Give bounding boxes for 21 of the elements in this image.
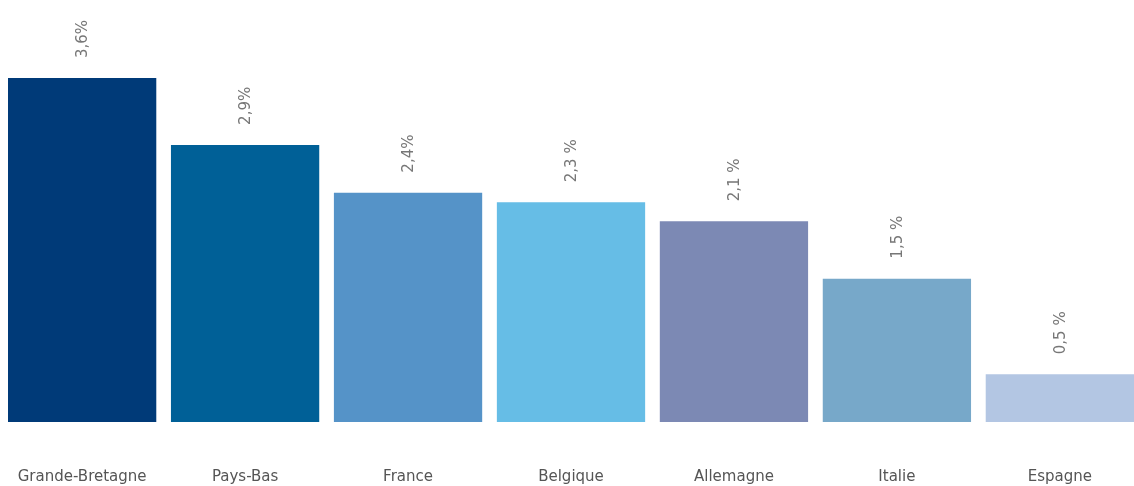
bar (822, 278, 972, 422)
data-label: 2,4% (399, 134, 418, 173)
bar (333, 192, 483, 422)
bar (8, 78, 157, 422)
x-tick-label: Espagne (1027, 466, 1092, 485)
x-tick-label: Belgique (538, 466, 604, 485)
x-tick-label: Grande-Bretagne (17, 466, 147, 485)
x-tick-label: Pays-Bas (211, 466, 279, 485)
x-tick-label: France (383, 466, 433, 485)
x-tick-label: Italie (878, 466, 916, 485)
x-tick-label: Allemagne (694, 466, 774, 485)
data-label: 0,5 % (1050, 311, 1069, 355)
data-label: 2,3 % (562, 139, 580, 183)
data-label: 2,1 % (724, 158, 743, 202)
bar (985, 374, 1134, 422)
bar (659, 221, 809, 422)
bar (496, 202, 646, 422)
data-label: 3,6% (73, 19, 92, 58)
data-label: 2,9% (236, 86, 255, 125)
data-label: 1,5 % (887, 215, 906, 259)
bar (170, 144, 320, 422)
